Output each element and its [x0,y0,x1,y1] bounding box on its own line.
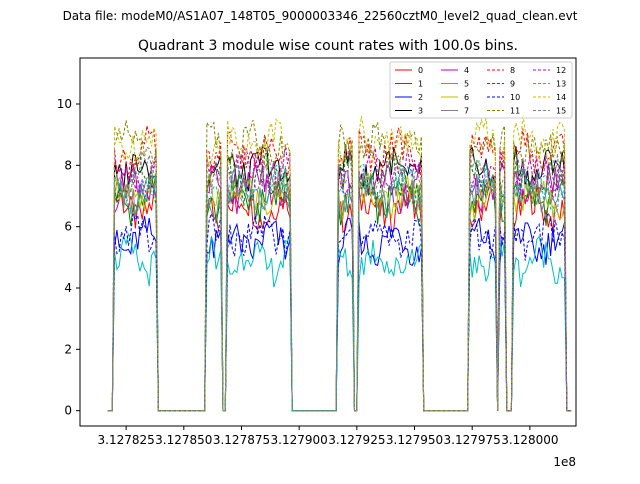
legend-label: 4 [464,66,469,75]
legend-label: 3 [418,107,423,116]
legend-label: 14 [556,93,566,102]
series-line-13 [107,163,572,412]
x-tick-label: 3.127875 [213,433,270,447]
y-tick-label: 0 [64,404,72,418]
x-tick-label: 3.127900 [271,433,328,447]
plot-area [107,114,572,412]
legend-label: 2 [418,93,423,102]
x-axis: 3.127825 3.127850 3.127875 3.127900 3.127925… [98,426,558,447]
x-tick-label: 3.128000 [501,433,558,447]
series-line-15 [107,150,572,412]
series-line-8 [107,125,572,412]
chart-title: Quadrant 3 module wise count rates with … [138,38,518,54]
legend-label: 9 [510,80,515,89]
series-line-14 [107,114,572,412]
legend-label: 11 [510,107,520,116]
series-line-10 [107,211,572,412]
legend-label: 12 [556,66,566,75]
legend-label: 5 [464,80,469,89]
legend-box [389,61,573,119]
x-tick-label: 3.127850 [155,433,212,447]
x-tick-label: 3.127950 [386,433,443,447]
legend-label: 6 [464,93,469,102]
y-tick-label: 4 [64,281,72,295]
legend-label: 15 [556,107,566,116]
series-line-12 [107,144,572,412]
legend-label: 8 [510,66,515,75]
series-line-2 [107,216,572,412]
legend-label: 1 [418,80,423,89]
x-tick-label: 3.127825 [98,433,155,447]
chart-suptitle: Data file: modeM0/AS1A07_148T05_90000033… [63,9,578,23]
legend-label: 13 [556,80,566,89]
x-tick-label: 3.127925 [328,433,385,447]
x-axis-offset-label: 1e8 [553,455,576,469]
legend-label: 7 [464,107,469,116]
y-tick-label: 8 [64,158,72,172]
legend-label: 0 [418,66,423,75]
x-tick-label: 3.127975 [444,433,501,447]
axes-frame [79,57,577,427]
y-tick-label: 10 [57,97,72,111]
y-tick-label: 2 [64,342,72,356]
legend-label: 10 [510,93,520,102]
series-line-3 [107,143,572,412]
y-axis: 0 2 4 6 8 10 [57,97,80,418]
y-tick-label: 6 [64,220,72,234]
